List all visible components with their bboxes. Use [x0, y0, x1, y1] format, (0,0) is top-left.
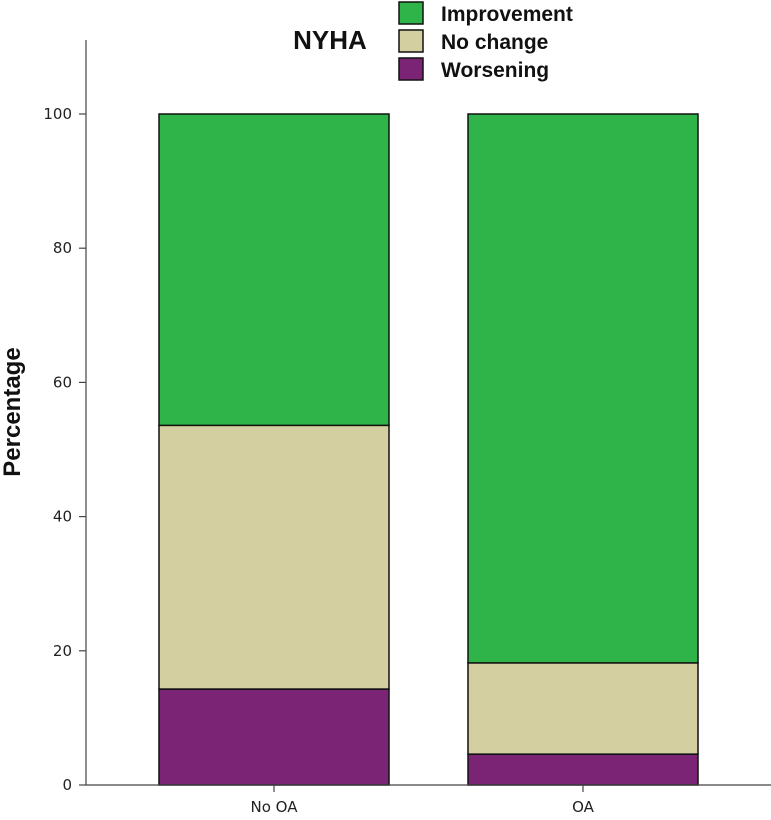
y-tick-label: 40 [53, 508, 72, 526]
legend-swatch-worsening [398, 57, 424, 81]
y-tick-label: 80 [53, 239, 72, 257]
axes-group: 0 20 40 60 80 100 No OA OA [43, 40, 771, 816]
bar-segment-oa-no-change [467, 662, 699, 755]
legend-label-improvement: Improvement [441, 3, 573, 26]
bar-segment-no-oa-improvement [158, 113, 390, 427]
legend-swatch-improvement [398, 1, 424, 25]
legend: Improvement No change Worsening [398, 1, 573, 82]
y-tick-label: 0 [62, 776, 72, 794]
legend-label-worsening: Worsening [441, 59, 549, 82]
y-tick-label: 20 [53, 642, 72, 660]
y-axis-label: Percentage [0, 347, 26, 476]
x-tick-label-no-oa: No OA [251, 798, 299, 816]
y-tick-label: 60 [53, 373, 72, 391]
legend-swatch-no-change [398, 29, 424, 53]
legend-label-no-change: No change [441, 31, 548, 54]
x-tick-label-oa: OA [572, 798, 595, 816]
y-tick-label: 100 [43, 105, 72, 123]
bars-group [158, 113, 699, 786]
bar-segment-no-oa-no-change [158, 424, 390, 690]
bar-segment-oa-worsening [467, 753, 699, 786]
bar-segment-no-oa-worsening [158, 688, 390, 786]
bar-segment-oa-improvement [467, 113, 699, 664]
chart-title: NYHA [293, 25, 367, 55]
